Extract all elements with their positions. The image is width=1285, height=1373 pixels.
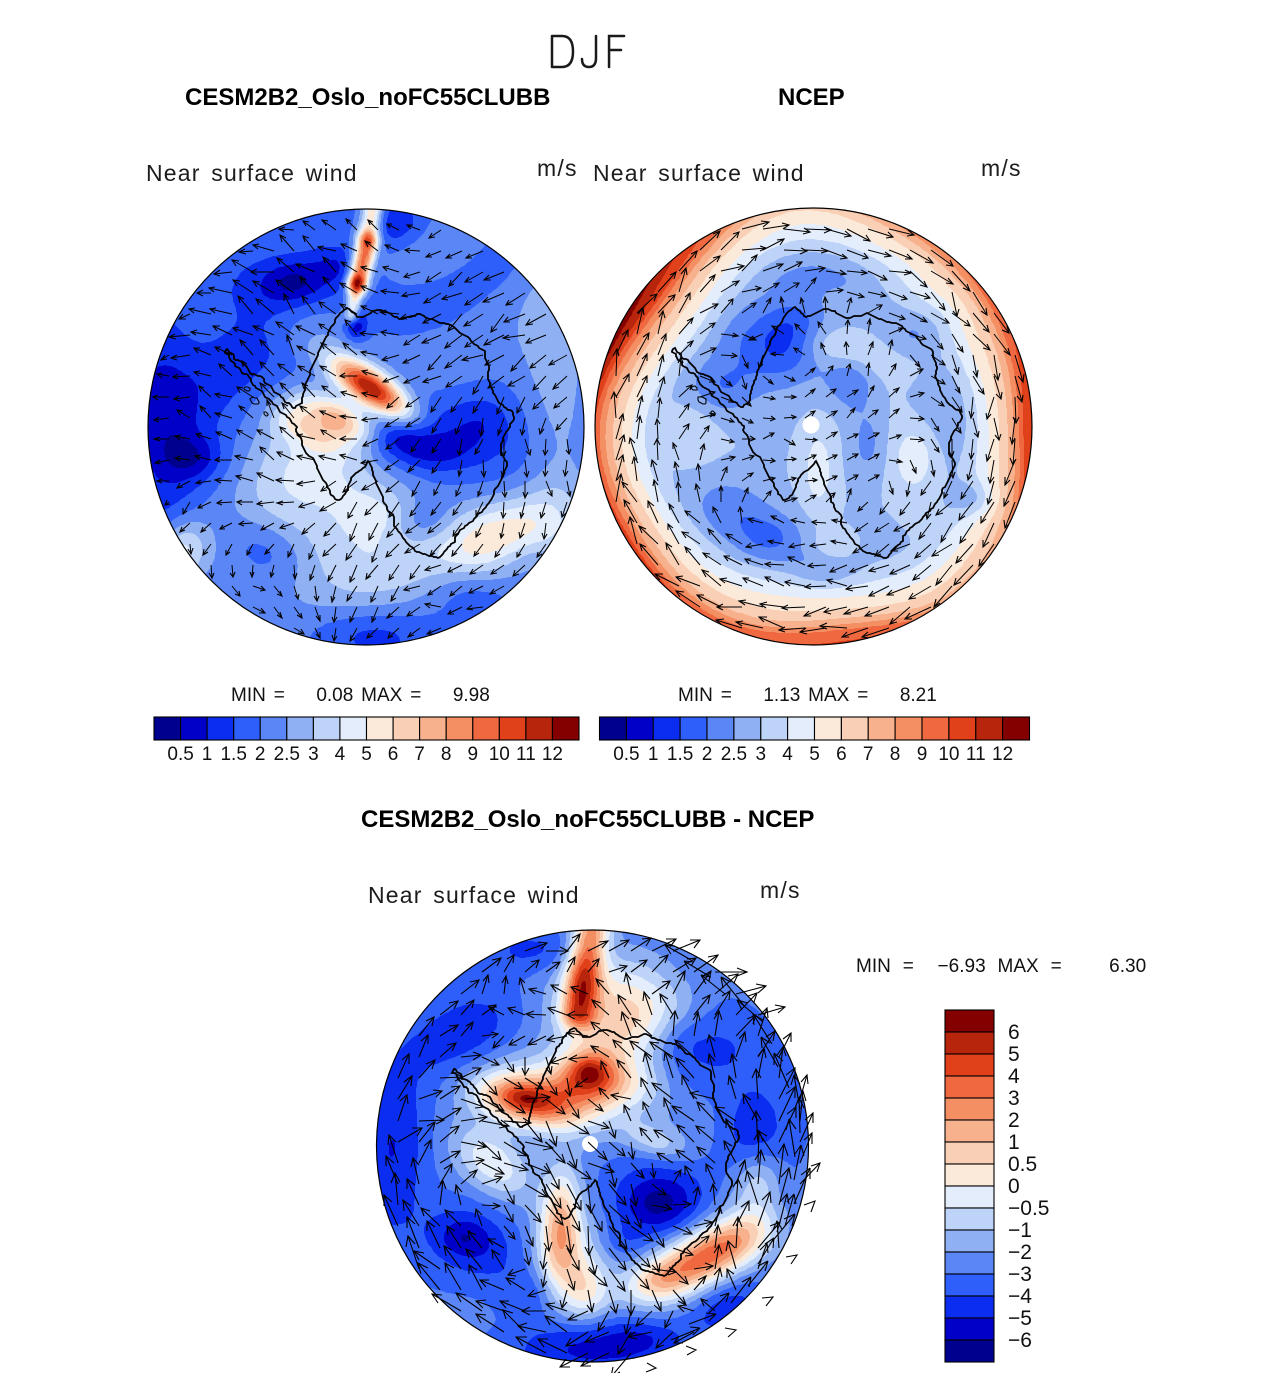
svg-text:11: 11 [516,744,536,765]
svg-text:5: 5 [361,744,372,765]
svg-text:3: 3 [756,744,767,765]
svg-text:4: 4 [782,744,793,765]
svg-text:5: 5 [1008,1043,1020,1066]
svg-text:−3: −3 [1008,1263,1032,1286]
svg-text:0.5: 0.5 [167,744,193,765]
svg-text:−4: −4 [1008,1285,1032,1308]
svg-text:10: 10 [938,744,959,765]
svg-text:9: 9 [468,744,479,765]
svg-text:2: 2 [255,744,266,765]
svg-text:1.5: 1.5 [220,744,246,765]
svg-text:6: 6 [388,744,399,765]
svg-text:6: 6 [1008,1021,1020,1044]
svg-text:−1: −1 [1008,1219,1032,1242]
svg-text:1.5: 1.5 [667,744,693,765]
svg-text:10: 10 [489,744,510,765]
svg-text:−6: −6 [1008,1329,1032,1352]
svg-text:−0.5: −0.5 [1008,1197,1049,1220]
svg-text:6: 6 [836,744,847,765]
svg-text:12: 12 [992,744,1013,765]
svg-text:3: 3 [1008,1087,1020,1110]
svg-text:−5: −5 [1008,1307,1032,1330]
svg-text:12: 12 [542,744,563,765]
svg-text:8: 8 [890,744,901,765]
svg-text:11: 11 [966,744,986,765]
svg-text:2: 2 [702,744,713,765]
svg-text:3: 3 [308,744,319,765]
svg-text:1: 1 [648,744,659,765]
svg-text:−2: −2 [1008,1241,1032,1264]
svg-text:0.5: 0.5 [613,744,639,765]
svg-text:1: 1 [1008,1131,1020,1154]
svg-text:7: 7 [863,744,874,765]
svg-text:8: 8 [441,744,452,765]
svg-text:7: 7 [414,744,425,765]
svg-text:2.5: 2.5 [721,744,747,765]
svg-text:9: 9 [917,744,928,765]
svg-text:0.5: 0.5 [1008,1153,1037,1176]
svg-text:2: 2 [1008,1109,1020,1132]
svg-text:4: 4 [335,744,346,765]
svg-text:1: 1 [202,744,213,765]
svg-text:5: 5 [809,744,820,765]
svg-text:2.5: 2.5 [274,744,300,765]
svg-text:0: 0 [1008,1175,1020,1198]
svg-text:4: 4 [1008,1065,1020,1088]
